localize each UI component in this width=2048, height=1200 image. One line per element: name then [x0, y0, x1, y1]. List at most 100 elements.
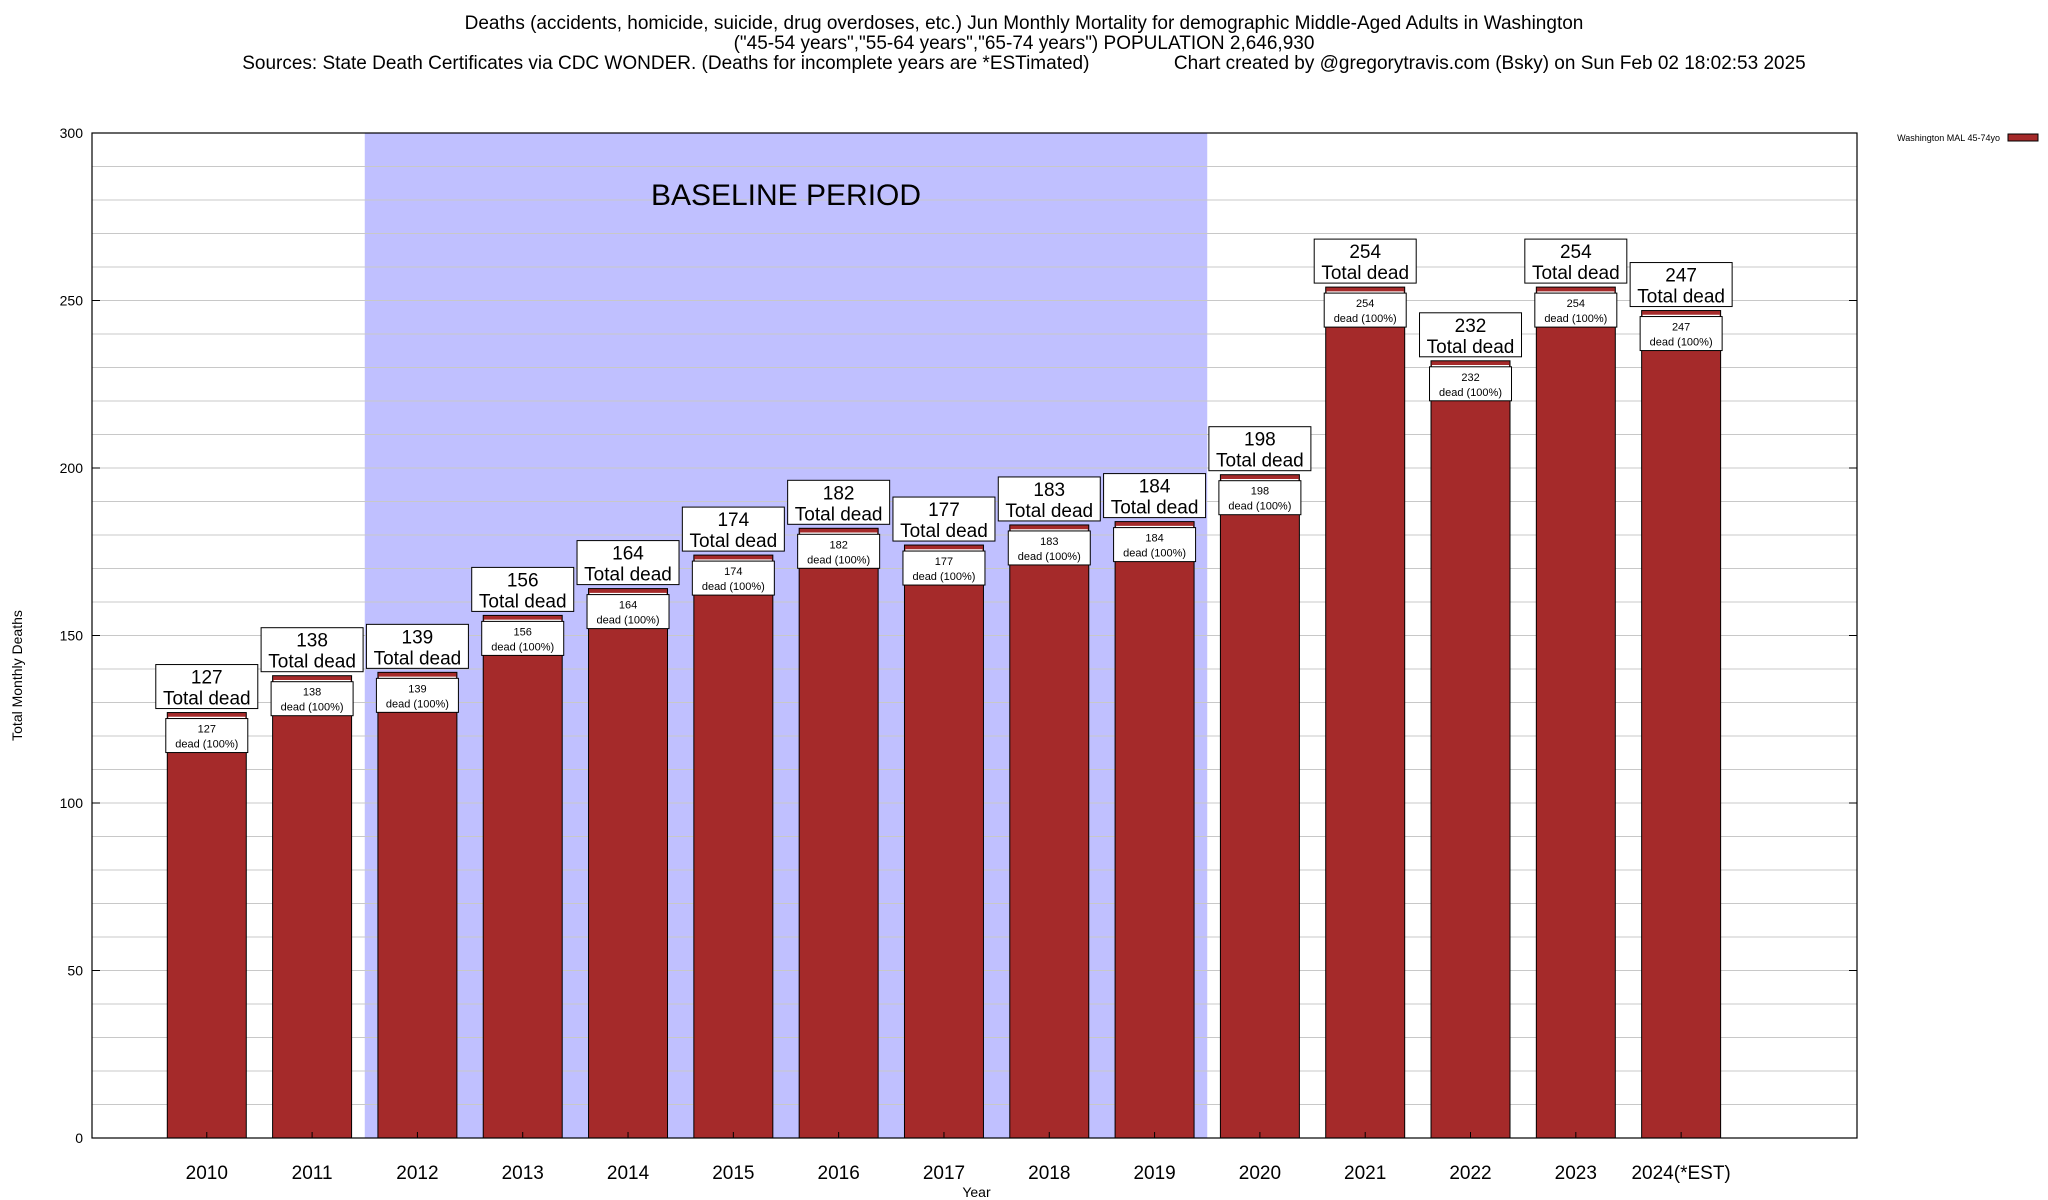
inner-label-value: 177 — [935, 556, 953, 568]
total-label-value: 182 — [823, 483, 855, 504]
x-tick-label: 2011 — [292, 1163, 333, 1184]
total-label-text: Total dead — [1637, 287, 1725, 308]
x-tick-label: 2013 — [502, 1163, 544, 1184]
inner-label-box — [1218, 480, 1302, 516]
inner-label-value: 254 — [1356, 298, 1374, 310]
inner-label-value: 156 — [514, 626, 532, 638]
inner-label-box — [270, 681, 354, 717]
x-axis-title: Year — [962, 1184, 991, 1200]
inner-label-value: 254 — [1567, 298, 1585, 310]
inner-label-percent: dead (100%) — [597, 615, 660, 627]
total-label-value: 174 — [717, 510, 749, 531]
total-label-box — [1524, 238, 1628, 284]
total-label-text: Total dead — [1005, 501, 1093, 522]
total-label-value: 156 — [507, 570, 539, 591]
inner-label-box — [375, 677, 459, 713]
bar — [903, 544, 984, 1139]
bar — [1114, 521, 1195, 1139]
total-label-box — [997, 476, 1101, 522]
inner-label-value: 184 — [1145, 533, 1163, 545]
bar — [1325, 286, 1406, 1139]
inner-label-percent: dead (100%) — [807, 554, 870, 566]
bar — [272, 675, 353, 1139]
inner-label-percent: dead (100%) — [702, 581, 765, 593]
inner-label-box — [1113, 527, 1197, 563]
total-label-text: Total dead — [268, 652, 356, 673]
x-tick-label: 2010 — [186, 1163, 228, 1184]
x-tick-label: 2015 — [712, 1163, 754, 1184]
y-tick-label: 150 — [60, 628, 84, 644]
total-label-text: Total dead — [1111, 498, 1199, 519]
inner-label-value: 247 — [1672, 322, 1690, 334]
total-label-box — [1629, 262, 1733, 308]
inner-label-box — [691, 560, 775, 596]
inner-label-box — [1007, 530, 1091, 566]
chart-subtitle: ("45-54 years","55-64 years","65-74 year… — [733, 33, 1315, 54]
inner-label-percent: dead (100%) — [1544, 313, 1607, 325]
x-tick-label: 2020 — [1239, 1163, 1281, 1184]
inner-label-box — [1639, 316, 1723, 352]
total-label-value: 232 — [1455, 316, 1487, 337]
baseline-period-label: BASELINE PERIOD — [651, 179, 921, 212]
bar — [1535, 286, 1616, 1139]
inner-label-value: 174 — [724, 566, 742, 578]
y-tick-label: 300 — [60, 125, 84, 141]
legend-label: Washington MAL 45-74yo — [1897, 133, 2000, 143]
inner-label-value: 139 — [408, 683, 426, 695]
inner-label-percent: dead (100%) — [491, 641, 554, 653]
inner-label-box — [586, 594, 670, 630]
total-label-box — [365, 623, 469, 669]
total-label-box — [787, 479, 891, 525]
total-label-box — [260, 627, 364, 673]
chart-sources-credit: Sources: State Death Certificates via CD… — [0, 54, 2048, 74]
inner-label-value: 183 — [1040, 536, 1058, 548]
total-label-value: 138 — [296, 631, 328, 652]
y-tick-label: 100 — [60, 795, 84, 811]
total-label-box — [155, 664, 259, 710]
total-label-value: 183 — [1033, 480, 1065, 501]
total-label-value: 177 — [928, 500, 960, 521]
inner-label-percent: dead (100%) — [1439, 387, 1502, 399]
total-label-box — [1313, 238, 1417, 284]
total-label-value: 127 — [191, 668, 223, 689]
x-tick-label: 2016 — [818, 1163, 860, 1184]
total-label-value: 184 — [1139, 477, 1171, 498]
total-label-text: Total dead — [795, 504, 883, 525]
bar — [1641, 310, 1722, 1139]
x-tick-label: 2019 — [1133, 1163, 1175, 1184]
bar — [798, 527, 879, 1139]
bar — [377, 671, 458, 1139]
bar — [166, 712, 247, 1139]
chart-credit: Chart created by @gregorytravis.com (Bsk… — [1173, 53, 1806, 74]
chart-sources: Sources: State Death Certificates via CD… — [242, 53, 1090, 74]
x-tick-label: 2012 — [396, 1163, 438, 1184]
total-label-box — [471, 566, 575, 612]
inner-label-value: 198 — [1251, 486, 1269, 498]
y-tick-label: 250 — [60, 293, 84, 309]
total-label-box — [576, 540, 680, 586]
total-label-text: Total dead — [900, 521, 988, 542]
y-tick-label: 200 — [60, 460, 84, 476]
inner-label-value: 138 — [303, 687, 321, 699]
total-label-box — [1419, 312, 1523, 358]
bar — [693, 554, 774, 1139]
inner-label-box — [481, 620, 565, 656]
total-label-text: Total dead — [163, 689, 251, 710]
inner-label-percent: dead (100%) — [386, 698, 449, 710]
bar — [588, 588, 669, 1139]
x-tick-label: 2014 — [607, 1163, 650, 1184]
legend-swatch — [2007, 133, 2039, 142]
total-label-value: 254 — [1349, 242, 1381, 263]
total-label-text: Total dead — [689, 531, 777, 552]
inner-label-box — [1534, 292, 1618, 328]
chart-header: Deaths (accidents, homicide, suicide, dr… — [0, 14, 2048, 74]
bar — [482, 614, 563, 1139]
x-tick-label: 2022 — [1449, 1163, 1491, 1184]
inner-label-value: 164 — [619, 600, 637, 612]
inner-label-percent: dead (100%) — [1228, 501, 1291, 513]
total-label-text: Total dead — [374, 648, 462, 669]
x-tick-label: 2023 — [1555, 1163, 1597, 1184]
inner-label-percent: dead (100%) — [1018, 551, 1081, 563]
